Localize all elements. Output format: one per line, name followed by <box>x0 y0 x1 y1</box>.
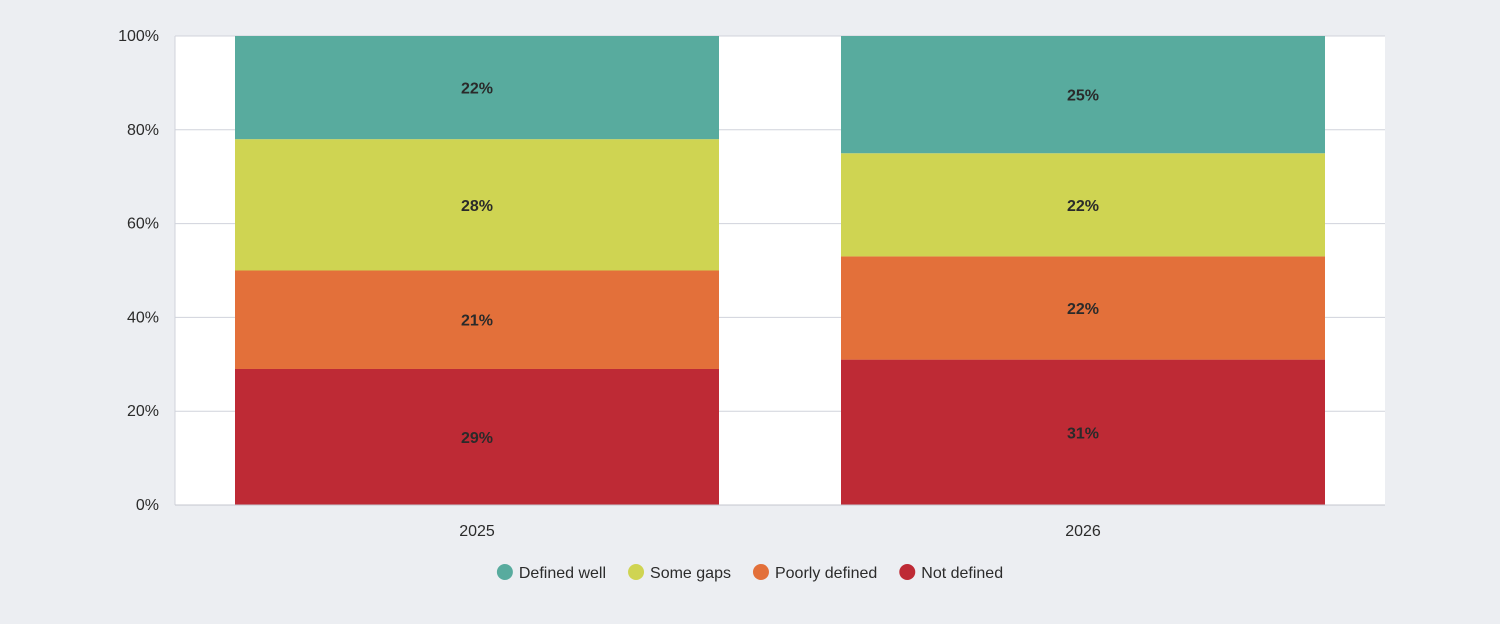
data-label-poorly-defined-2025: 21% <box>461 313 493 330</box>
data-label-defined-well-2025: 22% <box>461 81 493 98</box>
bar-defined-well-2025 <box>235 36 719 140</box>
bar-some-gaps-2026 <box>841 153 1325 257</box>
data-label-not-defined-2026: 31% <box>1067 425 1099 442</box>
bar-some-gaps-2025 <box>235 139 719 271</box>
legend-swatch-defined-well <box>496 564 513 580</box>
data-label-poorly-defined-2026: 22% <box>1067 301 1099 318</box>
y-tick-label: 20% <box>127 403 159 420</box>
bar-poorly-defined-2025 <box>235 270 719 369</box>
legend-swatch-poorly-defined <box>752 564 769 580</box>
data-label-defined-well-2026: 25% <box>1067 88 1099 105</box>
data-label-some-gaps-2025: 28% <box>461 198 493 215</box>
legend-label-defined-well: Defined well <box>519 565 606 582</box>
legend: Defined well Some gaps Poorly defined Not d… <box>496 564 1003 582</box>
x-tick-label-2026: 2026 <box>1065 523 1101 540</box>
legend-label-not-defined: Not defined <box>921 565 1003 582</box>
legend-item-poorly-defined[interactable]: Poorly defined <box>752 564 877 582</box>
data-label-some-gaps-2026: 22% <box>1067 198 1099 215</box>
legend-swatch-some-gaps <box>628 564 645 580</box>
bar-not-defined-2026 <box>841 359 1325 505</box>
legend-label-poorly-defined: Poorly defined <box>775 565 877 582</box>
legend-item-some-gaps[interactable]: Some gaps <box>628 564 731 582</box>
bars: 29% 21% 28% 22% 31% 22% 22% 25% <box>235 36 1325 505</box>
data-label-not-defined-2025: 29% <box>461 430 493 447</box>
legend-item-not-defined[interactable]: Not defined <box>899 564 1003 582</box>
bar-defined-well-2026 <box>841 36 1325 154</box>
y-axis: 0% 20% 40% 60% 80% 100% <box>118 28 176 514</box>
legend-label-some-gaps: Some gaps <box>650 565 731 582</box>
y-tick-label: 100% <box>118 28 159 45</box>
x-tick-label-2025: 2025 <box>459 523 495 540</box>
legend-swatch-not-defined <box>899 564 916 580</box>
x-axis: 2025 2026 <box>175 504 1385 540</box>
bar-not-defined-2025 <box>235 368 719 505</box>
y-tick-label: 80% <box>127 122 159 139</box>
y-tick-label: 60% <box>127 216 159 233</box>
bar-poorly-defined-2026 <box>841 256 1325 360</box>
y-tick-label: 40% <box>127 309 159 326</box>
legend-item-defined-well[interactable]: Defined well <box>496 564 606 582</box>
y-tick-label: 0% <box>136 497 159 514</box>
